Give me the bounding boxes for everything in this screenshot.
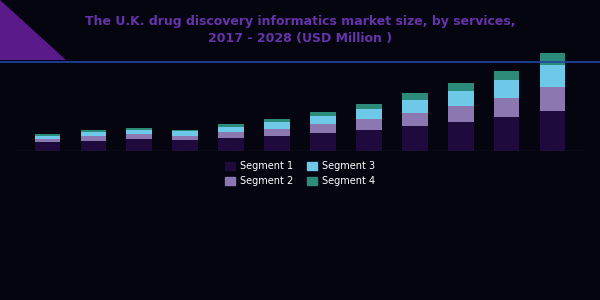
Bar [218,124,244,127]
Bar [218,138,244,151]
Bar [540,87,565,111]
Bar [448,122,473,151]
Bar [310,112,335,116]
Bar [540,65,565,87]
Bar [172,130,198,131]
Bar [35,139,60,142]
Bar [35,134,60,136]
Bar [127,139,152,151]
Bar [172,140,198,151]
Bar [540,53,565,65]
Bar [127,128,152,130]
Bar [448,91,473,106]
Bar [265,136,290,151]
Bar [310,124,335,134]
Bar [540,111,565,151]
Bar [402,93,428,100]
Bar [265,119,290,122]
Bar [448,83,473,91]
Bar [127,134,152,139]
Bar [402,126,428,151]
Legend: Segment 1, Segment 2, Segment 3, Segment 4: Segment 1, Segment 2, Segment 3, Segment… [223,159,377,188]
Bar [356,119,382,130]
Bar [494,117,520,151]
Bar [494,71,520,80]
Bar [218,127,244,132]
Bar [356,130,382,151]
Bar [218,132,244,138]
Bar [80,141,106,151]
Bar [35,136,60,139]
Bar [494,80,520,98]
Bar [356,104,382,109]
Bar [265,129,290,136]
Title: The U.K. drug discovery informatics market size, by services,
2017 - 2028 (USD M: The U.K. drug discovery informatics mark… [85,15,515,45]
Bar [448,106,473,122]
Bar [402,113,428,126]
Bar [172,131,198,136]
Bar [80,136,106,141]
Bar [127,130,152,134]
Bar [310,116,335,124]
Bar [310,134,335,151]
Bar [265,122,290,129]
Bar [80,132,106,136]
Bar [80,130,106,132]
Bar [402,100,428,113]
Bar [356,109,382,119]
Bar [172,136,198,140]
Bar [35,142,60,151]
Bar [494,98,520,117]
